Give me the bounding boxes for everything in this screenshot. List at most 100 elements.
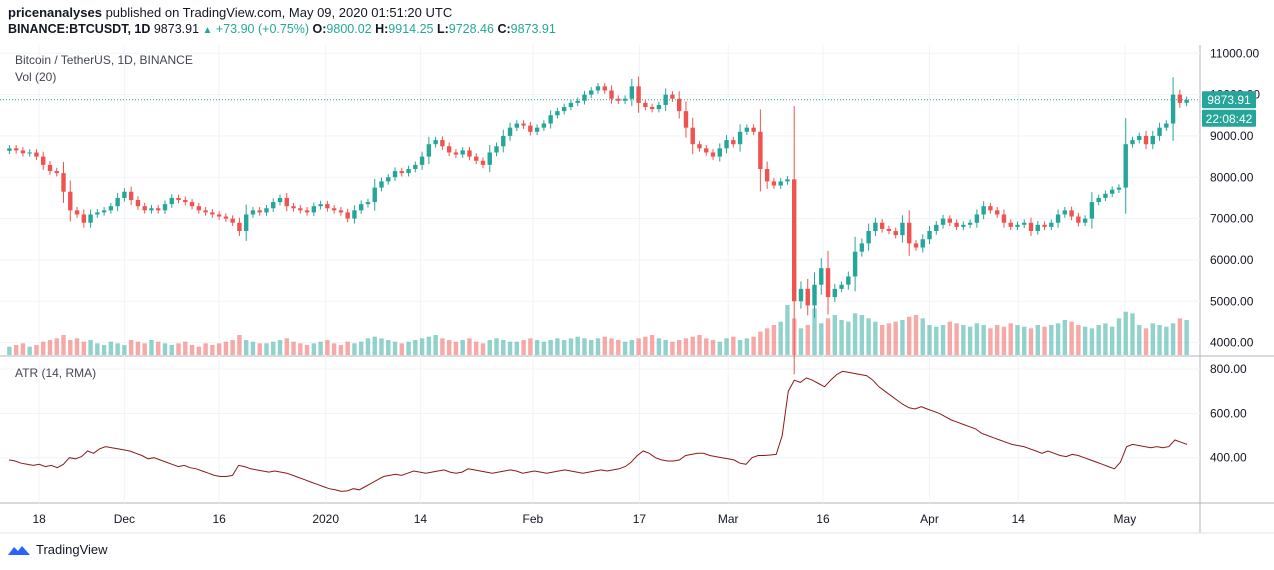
volume-bar [616, 340, 621, 355]
volume-bars [7, 305, 1189, 355]
time-axis[interactable]: 18 Dec 16 2020 14 Feb 17 Mar 16 Apr 14 May [32, 512, 1136, 526]
candle-body [819, 268, 824, 285]
volume-bar [298, 343, 303, 355]
candle-body [345, 212, 350, 219]
volume-bar [250, 341, 256, 355]
volume-bar [629, 340, 635, 355]
candle-body [196, 206, 202, 211]
close-value: 9873.91 [510, 22, 556, 36]
candle-body [1055, 214, 1061, 223]
candle-body [379, 181, 384, 188]
volume-bar [683, 338, 689, 355]
volume-bar [1157, 325, 1162, 355]
candle-body [47, 164, 53, 172]
candle-body [1157, 127, 1162, 136]
volume-legend[interactable]: Vol (20) [15, 70, 57, 84]
volume-bar [656, 338, 662, 355]
candle-body [1116, 187, 1122, 190]
volume-bar [372, 336, 377, 355]
volume-bar [819, 323, 824, 355]
volume-bar [1055, 323, 1061, 355]
candle-body [568, 102, 574, 107]
atr-legend[interactable]: ATR (14, RMA) [15, 366, 97, 380]
candle-body [480, 160, 486, 165]
volume-bar [243, 340, 249, 355]
volume-bar [284, 338, 289, 355]
candle-body [352, 210, 357, 219]
volume-bar [1008, 323, 1013, 355]
candle-body [406, 169, 411, 174]
volume-bar [108, 341, 114, 355]
volume-bar [988, 328, 993, 355]
candle-body [1035, 224, 1040, 231]
atr-axis[interactable]: 800.00 600.00 400.00 [1210, 362, 1247, 465]
volume-bar [961, 325, 966, 355]
candle-body [169, 197, 174, 205]
candle-body [20, 150, 26, 154]
volume-bar [176, 343, 181, 355]
candle-body [528, 125, 533, 132]
candles [7, 76, 1189, 375]
candle-body [589, 90, 594, 95]
candle-body [602, 86, 607, 91]
candle-body [1028, 222, 1034, 231]
candle-body [988, 206, 993, 211]
candle-body [595, 86, 601, 91]
candle-body [27, 152, 32, 154]
candle-body [284, 197, 289, 207]
volume-bar [392, 341, 398, 355]
price-axis[interactable]: 11000.0010000.009000.008000.007000.00600… [1210, 46, 1260, 349]
volume-bar [940, 325, 946, 355]
main-legend[interactable]: Bitcoin / TetherUS, 1D, BINANCE [15, 53, 193, 67]
candle-body [541, 123, 547, 128]
candle-body [230, 218, 235, 223]
candle-body [792, 179, 797, 302]
volume-bar [128, 340, 134, 355]
candle-body [649, 107, 655, 110]
volume-bar [210, 345, 215, 355]
candle-body [690, 127, 695, 145]
volume-bar [873, 321, 878, 355]
volume-bar [74, 338, 80, 355]
candle-body [250, 210, 256, 215]
candle-body [751, 127, 756, 132]
price-tick-label: 7000.00 [1210, 212, 1254, 226]
volume-bar [812, 308, 817, 355]
volume-bar [731, 336, 736, 355]
volume-bar [122, 345, 127, 355]
candle-body [1069, 210, 1074, 217]
volume-bar [81, 341, 87, 355]
candle-body [778, 181, 783, 186]
candle-body [676, 98, 682, 112]
candle-body [331, 208, 337, 211]
candle-body [1123, 144, 1128, 188]
volume-bar [636, 338, 641, 355]
volume-bar [494, 338, 499, 355]
volume-bar [27, 346, 32, 355]
candle-body [162, 204, 168, 211]
volume-bar [1042, 326, 1047, 355]
candle-body [974, 214, 980, 223]
time-tick-label: 14 [414, 512, 428, 526]
time-tick-label: 16 [816, 512, 830, 526]
candle-body [189, 202, 195, 207]
candle-body [913, 243, 919, 248]
candle-body [805, 288, 810, 306]
volume-bar [1109, 326, 1115, 355]
volume-bar [352, 343, 357, 355]
volume-bar [433, 335, 438, 355]
high-value: 9914.25 [388, 22, 434, 36]
author-name[interactable]: pricenanalyses [8, 5, 102, 20]
volume-bar [1177, 318, 1183, 355]
candle-body [128, 191, 134, 200]
volume-bar [101, 345, 107, 355]
candle-body [744, 127, 750, 132]
candle-body [710, 152, 716, 157]
volume-bar [582, 338, 587, 355]
candle-body [433, 140, 438, 145]
tradingview-logo[interactable]: TradingView [6, 542, 108, 557]
time-tick-label: 16 [212, 512, 226, 526]
volume-bar [785, 305, 790, 355]
candle-body [1008, 222, 1013, 227]
